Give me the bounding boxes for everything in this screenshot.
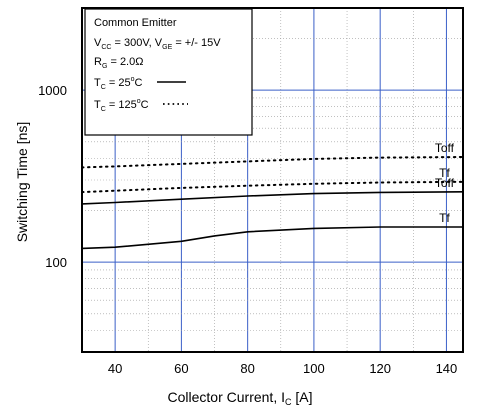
curve-label-toff: Toff bbox=[435, 176, 455, 190]
legend-dotted-label: TC = 125oC bbox=[94, 98, 149, 113]
legend-conditions: VCC = 300V, VGE = +/- 15V bbox=[94, 37, 221, 51]
curve-label-toff: Toff bbox=[435, 141, 455, 155]
legend-gate-resistance: RG = 2.0Ω bbox=[94, 56, 143, 70]
series-layer bbox=[81, 156, 464, 250]
series-line-solid-tf bbox=[81, 226, 464, 250]
x-tick-label: 120 bbox=[369, 361, 391, 376]
y-axis-title: Switching Time [ns] bbox=[14, 122, 30, 243]
legend-solid-label: TC = 25oC bbox=[94, 76, 142, 91]
tick-labels: 40 60 80 100 120 140 100 1000 bbox=[38, 83, 457, 376]
x-tick-label: 60 bbox=[174, 361, 188, 376]
x-tick-label: 100 bbox=[303, 361, 325, 376]
legend-title: Common Emitter bbox=[94, 17, 177, 29]
y-tick-label: 100 bbox=[45, 255, 67, 270]
curve-label-tf: Tf bbox=[439, 211, 450, 225]
curve-label-tf: Tf bbox=[439, 166, 450, 180]
legend-box bbox=[84, 8, 253, 136]
plot-frame bbox=[81, 7, 464, 353]
x-tick-label: 40 bbox=[108, 361, 122, 376]
x-tick-label: 140 bbox=[436, 361, 458, 376]
y-tick-label: 1000 bbox=[38, 83, 67, 98]
x-tick-label: 80 bbox=[240, 361, 254, 376]
series-line-solid-toff bbox=[81, 191, 464, 205]
x-axis-title: Collector Current, IC [A] bbox=[168, 389, 313, 407]
series-line-dotted-tf bbox=[81, 180, 464, 194]
legend: Common Emitter VCC = 300V, VGE = +/- 15V… bbox=[84, 8, 253, 136]
